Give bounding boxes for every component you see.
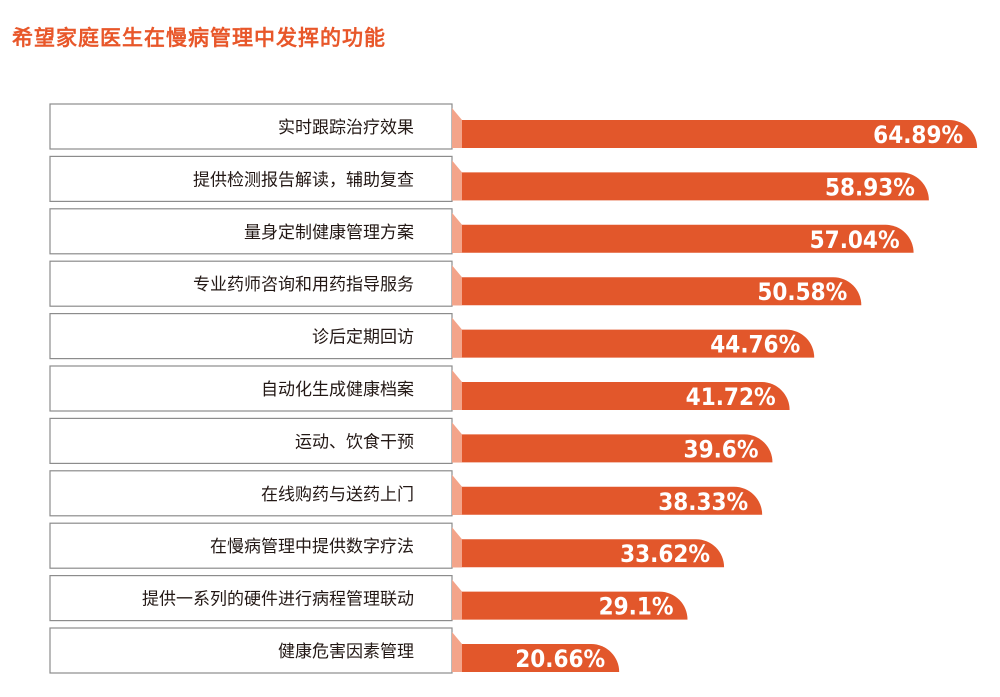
bar-stub <box>452 212 462 253</box>
value-label: 33.62% <box>620 540 710 568</box>
value-label: 38.33% <box>658 488 748 516</box>
category-box <box>49 470 453 517</box>
bar <box>452 539 725 568</box>
value-label: 44.76% <box>710 331 800 359</box>
bar <box>452 486 763 515</box>
bar <box>452 120 978 148</box>
category-box <box>49 627 453 674</box>
bar <box>452 277 862 306</box>
value-label: 20.66% <box>515 645 605 673</box>
chart-title: 希望家庭医生在慢病管理中发挥的功能 <box>12 26 386 50</box>
bar-stub <box>452 160 462 201</box>
value-label: 57.04% <box>810 226 900 254</box>
bars-group: 实时跟踪治疗效果 64.89% 提供检测报告解读，辅助复查 58.93% 量身定制健康管… <box>49 103 978 674</box>
bar <box>452 591 688 620</box>
value-label: 29.1% <box>599 593 674 621</box>
category-label: 量身定制健康管理方案 <box>244 223 414 243</box>
category-box <box>49 103 453 150</box>
bar <box>452 329 815 358</box>
bar-stub <box>452 579 462 620</box>
category-label: 提供检测报告解读，辅助复查 <box>193 170 414 190</box>
bar-stub <box>452 527 462 568</box>
value-label: 58.93% <box>825 173 915 201</box>
bar <box>452 172 929 201</box>
value-label: 39.6% <box>684 435 759 463</box>
bar <box>452 382 790 410</box>
value-label: 64.89% <box>873 121 963 149</box>
category-box <box>49 417 453 464</box>
bar-stub <box>452 632 462 672</box>
category-box <box>49 208 453 255</box>
category-box <box>49 574 453 622</box>
bar-stub <box>452 265 462 306</box>
category-label: 运动、饮食干预 <box>295 432 414 452</box>
bar-stub <box>452 317 462 358</box>
category-label: 专业药师咨询和用药指导服务 <box>193 275 414 295</box>
bar-stub <box>452 108 462 148</box>
bar-stub <box>452 422 462 463</box>
category-label: 实时跟踪治疗效果 <box>278 118 414 138</box>
category-label: 诊后定期回访 <box>312 328 414 348</box>
category-label: 提供一系列的硬件进行病程管理联动 <box>142 590 414 610</box>
value-label: 41.72% <box>686 383 776 411</box>
category-label: 在线购药与送药上门 <box>261 485 414 505</box>
bar <box>452 644 620 672</box>
category-label: 健康危害因素管理 <box>278 642 414 662</box>
category-box <box>49 522 453 569</box>
category-label: 自动化生成健康档案 <box>261 380 414 400</box>
bar <box>452 224 914 253</box>
bar-stub <box>452 474 462 515</box>
bar-stub <box>452 370 462 410</box>
bar <box>452 434 773 463</box>
category-label: 在慢病管理中提供数字疗法 <box>210 536 414 557</box>
value-label: 50.58% <box>757 278 847 306</box>
